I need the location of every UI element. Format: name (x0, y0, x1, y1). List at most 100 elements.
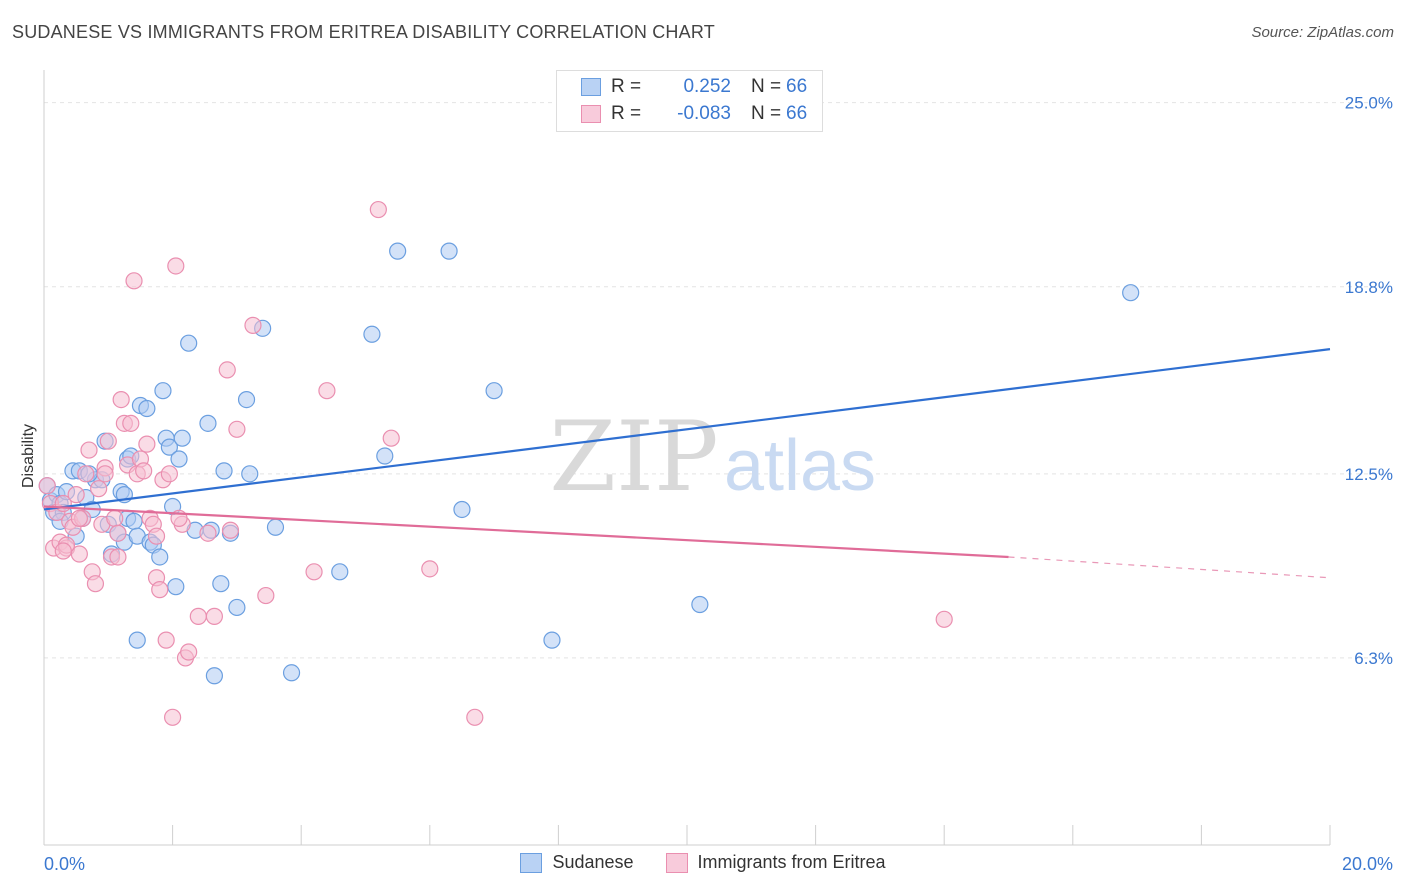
series-legend: Sudanese Immigrants from Eritrea (0, 852, 1406, 873)
eritrea-point (257, 586, 275, 605)
sudanese-point (138, 399, 156, 418)
eritrea-point (99, 432, 117, 450)
watermark-zip: ZIP (549, 401, 718, 513)
legend-n-value: 66 (786, 76, 808, 97)
legend-item-eritrea[interactable]: Immigrants from Eritrea (665, 852, 886, 873)
sudanese-point (151, 548, 169, 566)
sudanese-point (215, 462, 233, 480)
sudanese-point (167, 578, 185, 596)
eritrea-point (157, 631, 175, 649)
eritrea-point (189, 607, 207, 625)
eritrea-point (180, 643, 198, 661)
legend-n-value: 66 (786, 103, 808, 124)
y-tick-label: 12.5% (1345, 465, 1393, 484)
eritrea-point (38, 477, 56, 495)
eritrea-point (86, 575, 105, 593)
data-points (38, 200, 1140, 726)
eritrea-point (138, 435, 156, 453)
sudanese-point (691, 595, 709, 614)
source-label: Source: ZipAtlas.com (1251, 24, 1394, 41)
sudanese-point (180, 334, 198, 352)
sudanese-point (173, 429, 191, 447)
eritrea-point (151, 581, 169, 599)
legend-n-label: N = (751, 76, 782, 97)
eritrea-point (199, 524, 217, 542)
eritrea-point (70, 509, 88, 527)
eritrea-point (205, 607, 223, 625)
eritrea-point (382, 429, 400, 447)
sudanese-point (128, 631, 146, 649)
x-tick-label: 0.0% (44, 854, 85, 874)
sudanese-point (125, 512, 143, 530)
watermark-atlas: atlas (724, 426, 876, 506)
sudanese-point (199, 414, 217, 432)
eritrea-point (54, 542, 72, 560)
y-axis-label: Disability (20, 424, 37, 488)
sudanese-point (389, 242, 407, 260)
tick-labels: 6.3% 12.5% 18.8% 25.0% 0.0% 20.0% (44, 94, 1393, 874)
eritrea-point (96, 465, 114, 483)
eritrea-trend-extension (1008, 556, 1331, 579)
legend-swatch-eritrea (581, 105, 601, 123)
eritrea-point (228, 420, 246, 438)
chart-title: SUDANESE VS IMMIGRANTS FROM ERITREA DISA… (12, 22, 715, 42)
sudanese-point (237, 390, 256, 409)
sudanese-point (453, 500, 471, 519)
legend-label-eritrea: Immigrants from Eritrea (697, 852, 886, 872)
sudanese-point (1122, 284, 1140, 302)
eritrea-point (109, 524, 127, 542)
sudanese-point (160, 438, 178, 456)
sudanese-point (485, 382, 503, 400)
eritrea-point (160, 465, 178, 483)
sudanese-point (170, 450, 188, 468)
legend-n-label: N = (751, 103, 782, 124)
x-tick-label: 20.0% (1342, 854, 1393, 874)
legend-r-value: -0.083 (677, 103, 731, 124)
eritrea-point (67, 486, 85, 504)
sudanese-trend-line (43, 348, 1331, 511)
eritrea-point (77, 465, 95, 483)
eritrea-point (935, 610, 953, 628)
sudanese-point (331, 563, 349, 581)
eritrea-point (164, 708, 182, 726)
y-tick-label: 25.0% (1345, 94, 1393, 113)
y-tick-label: 6.3% (1354, 649, 1393, 668)
eritrea-point (90, 480, 108, 498)
watermark: ZIP atlas (549, 401, 876, 513)
eritrea-point (421, 560, 439, 578)
legend-swatch-eritrea (665, 852, 688, 873)
sudanese-point (212, 575, 230, 593)
correlation-legend: R = 0.252 N = 66 R = -0.083 N = 66 (556, 70, 823, 132)
legend-row-sudanese: R = 0.252 N = 66 (581, 74, 807, 100)
eritrea-point (70, 545, 88, 563)
sudanese-point (205, 667, 223, 685)
sudanese-point (241, 465, 259, 483)
eritrea-point (218, 361, 236, 379)
sudanese-point (228, 598, 246, 617)
eritrea-point (244, 316, 262, 334)
eritrea-point (466, 708, 484, 726)
axes (43, 70, 1331, 846)
eritrea-point (135, 462, 153, 480)
legend-row-eritrea: R = -0.083 N = 66 (581, 101, 807, 127)
eritrea-point (147, 527, 166, 545)
sudanese-point (282, 664, 301, 682)
sudanese-point (363, 325, 381, 343)
trend-lines (43, 348, 1331, 579)
eritrea-point (125, 272, 143, 290)
eritrea-point (122, 414, 140, 432)
eritrea-point (369, 200, 387, 219)
eritrea-point (80, 441, 98, 459)
eritrea-trend-line (43, 505, 1009, 559)
legend-item-sudanese[interactable]: Sudanese (520, 852, 634, 873)
legend-r-label: R = (611, 103, 642, 124)
y-tick-label: 18.8% (1345, 278, 1393, 297)
eritrea-point (221, 521, 240, 539)
eritrea-point (106, 509, 124, 527)
eritrea-point (318, 382, 336, 400)
sudanese-point (266, 518, 285, 536)
eritrea-point (109, 548, 127, 566)
legend-swatch-sudanese (520, 852, 543, 873)
legend-swatch-sudanese (581, 78, 601, 96)
